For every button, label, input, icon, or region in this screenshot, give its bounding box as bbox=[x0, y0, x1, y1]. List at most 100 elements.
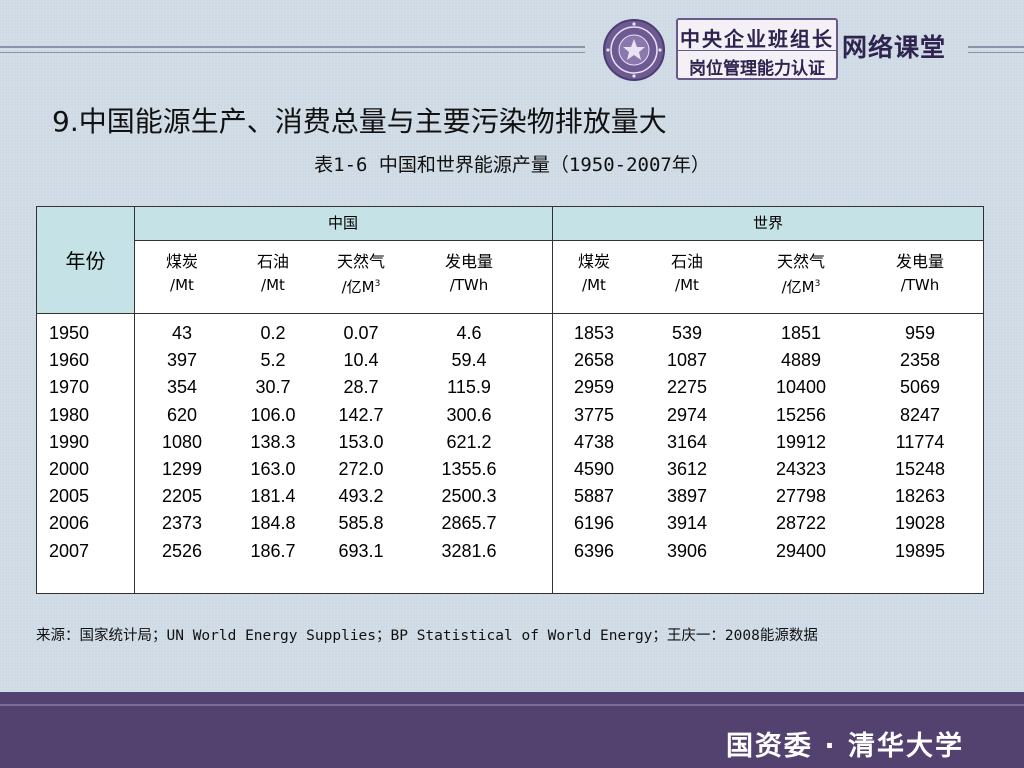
table-value-cell: 29400 bbox=[775, 540, 827, 561]
footer-institutions: 国资委 · 清华大学 bbox=[725, 731, 964, 762]
table-value-cell: 27798 bbox=[775, 486, 827, 507]
table-value-cell: 115.9 bbox=[447, 377, 491, 398]
table-value-cell: 10.4 bbox=[343, 350, 379, 371]
table-value-cell: 5887 bbox=[573, 486, 615, 507]
column-header-name: 发电量 bbox=[895, 252, 944, 271]
column-header-unit: /Mt bbox=[170, 276, 194, 294]
unit-prefix: /亿M bbox=[781, 278, 815, 296]
table-value-cell: 4889 bbox=[780, 350, 822, 371]
table-value-cell: 15248 bbox=[894, 459, 946, 479]
column-header-name: 天然气 bbox=[336, 252, 385, 271]
table-value-cell: 1299 bbox=[161, 459, 203, 479]
header-rule bbox=[968, 46, 1024, 48]
table-value-cell: 2658 bbox=[573, 350, 615, 371]
table-value-cell: 300.6 bbox=[446, 404, 492, 425]
table-value-cell: 4.6 bbox=[456, 323, 482, 343]
table-value-cell: 4738 bbox=[573, 431, 615, 452]
table-value-cell: 493.2 bbox=[338, 486, 384, 507]
table-value-cell: 18263 bbox=[894, 486, 946, 507]
table-value-cell: 3164 bbox=[666, 431, 708, 452]
table-value-cell: 959 bbox=[904, 323, 936, 343]
column-divider bbox=[134, 207, 135, 593]
table-value-cell: 2205 bbox=[161, 486, 203, 507]
column-header-name: 天然气 bbox=[776, 252, 825, 271]
table-value-cell: 43 bbox=[171, 323, 193, 343]
table-value-cell: 28.7 bbox=[343, 377, 379, 398]
table-value-cell: 24323 bbox=[775, 459, 827, 479]
footer-bar: 国资委 · 清华大学 bbox=[0, 692, 1024, 768]
table-value-cell: 585.8 bbox=[338, 513, 384, 534]
column-header: 石油/Mt bbox=[228, 248, 318, 294]
slide-title: 9.中国能源生产、消费总量与主要污染物排放量大 bbox=[52, 105, 667, 138]
table-year-cell: 1970 bbox=[49, 377, 90, 398]
table-value-cell: 1851 bbox=[780, 323, 822, 343]
table-year-cell: 2005 bbox=[49, 486, 90, 507]
column-header-unit: /TWh bbox=[449, 276, 489, 294]
table-value-cell: 11774 bbox=[895, 431, 945, 452]
table-value-cell: 138.3 bbox=[250, 431, 296, 452]
program-label-box: 中央企业班组长 岗位管理能力认证 bbox=[676, 18, 838, 80]
table-value-cell: 272.0 bbox=[338, 459, 384, 479]
table-year-cell: 1980 bbox=[49, 404, 90, 425]
table-value-cell: 397 bbox=[166, 350, 198, 371]
program-label-line1: 中央企业班组长 bbox=[680, 27, 834, 51]
table-value-cell: 1853 bbox=[573, 323, 615, 343]
table-value-cell: 3775 bbox=[573, 404, 615, 425]
table-value-cell: 5069 bbox=[899, 377, 941, 398]
year-column-header: 年份 bbox=[37, 207, 134, 313]
online-classroom-label: 网络课堂 bbox=[842, 33, 947, 62]
table-value-cell: 0.07 bbox=[343, 323, 379, 343]
table-value-cell: 153.0 bbox=[338, 431, 384, 452]
table-value-cell: 181.4 bbox=[250, 486, 296, 507]
column-header-unit: /Mt bbox=[582, 276, 606, 294]
table-value-cell: 3906 bbox=[666, 540, 708, 561]
column-header: 石油/Mt bbox=[642, 248, 732, 294]
column-header-name: 煤炭 bbox=[577, 252, 610, 271]
table-value-cell: 2526 bbox=[161, 540, 203, 561]
header-rule bbox=[0, 46, 585, 48]
table-value-cell: 19912 bbox=[775, 431, 827, 452]
table-value-cell: 6396 bbox=[573, 540, 615, 561]
table-value-cell: 1355.6 bbox=[441, 459, 497, 479]
row-divider bbox=[37, 313, 983, 314]
column-header-name: 发电量 bbox=[444, 252, 493, 271]
data-source-note: 来源：国家统计局；UN World Energy Supplies；BP Sta… bbox=[36, 628, 818, 644]
header-rule bbox=[968, 52, 1024, 53]
table-value-cell: 2500.3 bbox=[441, 486, 497, 507]
column-header-unit: /Mt bbox=[675, 276, 699, 294]
column-header-unit: /亿M3 bbox=[756, 276, 846, 297]
energy-production-table: 年份 中国 世界 煤炭/Mt 石油/Mt 天然气/亿M3 发电量/TWh 煤炭/Mt 石油… bbox=[36, 206, 984, 594]
table-year-cell: 1990 bbox=[49, 431, 90, 452]
table-value-cell: 28722 bbox=[775, 513, 827, 534]
table-value-cell: 186.7 bbox=[250, 540, 296, 561]
table-value-cell: 2373 bbox=[161, 513, 203, 534]
column-header: 天然气/亿M3 bbox=[756, 248, 846, 297]
table-value-cell: 19028 bbox=[894, 513, 946, 534]
table-year-cell: 2006 bbox=[49, 513, 90, 534]
table-value-cell: 184.8 bbox=[250, 513, 296, 534]
table-value-cell: 0.2 bbox=[260, 323, 286, 343]
table-year-cell: 1950 bbox=[49, 323, 90, 343]
table-value-cell: 3897 bbox=[666, 486, 708, 507]
table-value-cell: 59.4 bbox=[451, 350, 487, 371]
column-header: 煤炭/Mt bbox=[137, 248, 227, 294]
table-value-cell: 2358 bbox=[899, 350, 941, 371]
row-divider bbox=[134, 240, 983, 241]
table-value-cell: 19895 bbox=[894, 540, 946, 561]
table-value-cell: 163.0 bbox=[250, 459, 296, 479]
table-value-cell: 6196 bbox=[573, 513, 615, 534]
header-rule bbox=[0, 52, 585, 53]
table-value-cell: 3281.6 bbox=[441, 540, 497, 561]
table-value-cell: 1080 bbox=[161, 431, 203, 452]
unit-superscript: 3 bbox=[374, 279, 381, 289]
table-value-cell: 2865.7 bbox=[441, 513, 497, 534]
table-value-cell: 693.1 bbox=[338, 540, 384, 561]
column-header: 发电量/TWh bbox=[875, 248, 965, 294]
column-header: 天然气/亿M3 bbox=[316, 248, 406, 297]
table-year-cell: 2000 bbox=[49, 459, 90, 479]
table-value-cell: 3612 bbox=[666, 459, 708, 479]
table-value-cell: 2974 bbox=[666, 404, 708, 425]
table-value-cell: 620 bbox=[166, 404, 198, 425]
table-value-cell: 106.0 bbox=[250, 404, 296, 425]
table-value-cell: 142.7 bbox=[338, 404, 384, 425]
